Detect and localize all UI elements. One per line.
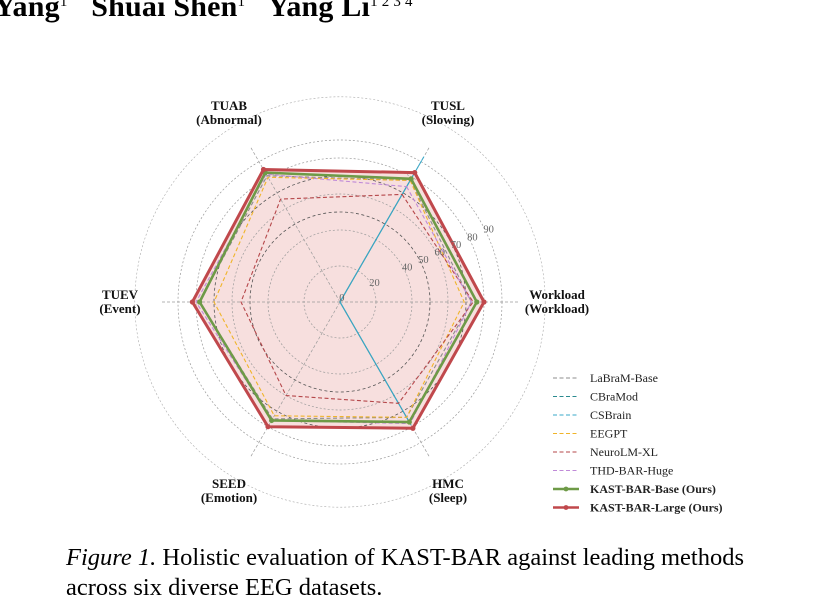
legend-label-5: THD-BAR-Huge [590, 464, 673, 478]
series-area-7 [192, 169, 484, 429]
axis-label-1: Workload [529, 287, 585, 302]
axis-sublabel-0: (Slowing) [422, 112, 475, 127]
axis-label-2: HMC [432, 476, 464, 491]
axis-sublabel-3: (Emotion) [201, 490, 257, 505]
axis-label-4: TUEV [102, 287, 139, 302]
legend-label-1: CBraMod [590, 390, 638, 404]
axis-sublabel-4: (Event) [99, 301, 140, 316]
series-point-6-3 [269, 417, 275, 424]
axis-label-5: TUAB [211, 98, 247, 113]
legend-marker-7 [563, 505, 569, 510]
radial-tick-label-6: 80 [467, 232, 478, 243]
legend-label-7: KAST-BAR-Large (Ours) [590, 501, 723, 515]
figure-caption-text: Holistic evaluation of KAST-BAR against … [66, 544, 744, 601]
radial-tick-label-3: 50 [418, 255, 429, 266]
radar-chart: 0 20 40 50 60 70 80 90 TUSL(Slowing) Workload(Wo… [99, 96, 723, 515]
radial-tick-label-1: 20 [369, 278, 380, 289]
axis-sublabel-1: (Workload) [525, 301, 589, 316]
author-2: Shuai Shen1 [91, 0, 246, 23]
series-line-4 [240, 193, 474, 404]
series-point-7-5 [260, 166, 267, 173]
series-point-6-4 [197, 299, 203, 305]
series-point-7-2 [410, 425, 416, 431]
series-point-6-1 [474, 299, 480, 305]
series-point-7-1 [481, 299, 487, 305]
axis-sublabel-2: (Sleep) [429, 490, 467, 505]
radial-tick-label-0: 0 [339, 293, 344, 304]
author-1: Yang1 [0, 0, 68, 23]
series-point-6-2 [406, 419, 412, 425]
series-point-7-3 [265, 424, 271, 430]
series-point-7-4 [189, 299, 195, 305]
grid-spoke-3 [249, 301, 341, 459]
figure-label: Figure 1. [66, 544, 157, 571]
axis-label-0: TUSL [431, 98, 465, 113]
legend-label-2: CSBrain [590, 408, 631, 422]
author-3: Yang Li1 2 3 4 [267, 0, 413, 23]
legend-marker-6 [563, 486, 569, 492]
series-line-3 [213, 176, 465, 418]
radial-tick-label-7: 90 [483, 225, 494, 236]
axis-sublabel-5: (Abnormal) [196, 112, 262, 127]
figure-caption: Figure 1. Holistic evaluation of KAST-BA… [66, 543, 786, 603]
series-line-0 [199, 175, 472, 420]
series-point-6-0 [408, 176, 414, 182]
legend-label-3: EEGPT [590, 427, 628, 441]
axis-label-3: SEED [212, 476, 246, 491]
legend-label-0: LaBraM-Base [590, 371, 658, 385]
author-line: Yang1 Shuai Shen1 Yang Li1 2 3 4 [0, 0, 413, 24]
legend-label-4: NeuroLM-XL [590, 445, 658, 459]
radial-tick-label-5: 70 [451, 240, 462, 251]
legend-label-6: KAST-BAR-Base (Ours) [590, 482, 716, 496]
radial-tick-label-2: 40 [402, 263, 413, 274]
series-line-2 [339, 156, 425, 426]
series-line-5 [195, 173, 472, 425]
series-point-7-0 [412, 170, 418, 176]
radial-tick-label-4: 60 [434, 248, 445, 259]
grid-ring-outer [134, 96, 546, 508]
